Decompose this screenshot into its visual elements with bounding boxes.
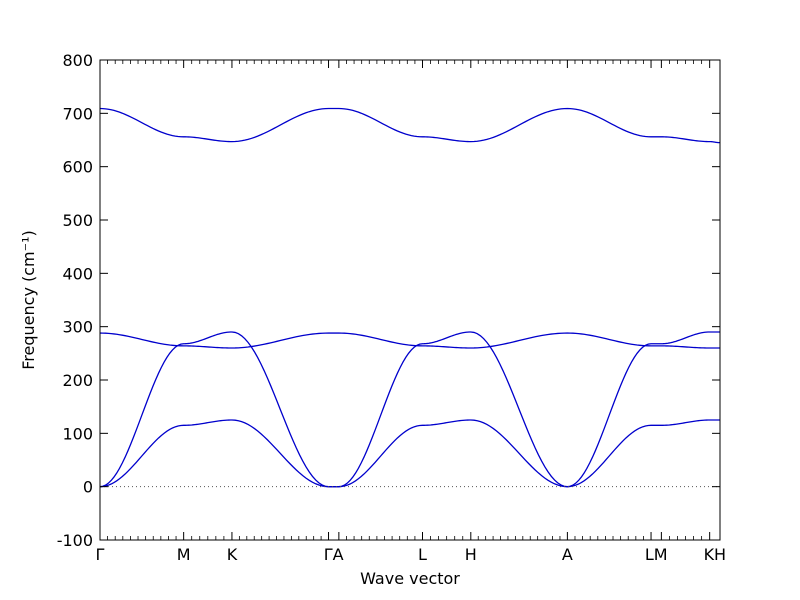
x-tick-label: A — [562, 545, 573, 564]
y-tick-label: 300 — [62, 318, 93, 337]
plot-frame — [99, 59, 721, 541]
x-minor-ticks — [107, 60, 703, 540]
y-tick-label: 100 — [62, 424, 93, 443]
y-tick-label: 700 — [62, 104, 93, 123]
band-branch-4 — [99, 107, 721, 144]
x-tick-label: H — [465, 545, 477, 564]
y-axis-label: Frequency (cm⁻¹) — [19, 230, 38, 369]
x-tick-label: Γ — [96, 545, 105, 564]
x-axis-label: Wave vector — [360, 569, 460, 588]
x-tick-label: L — [418, 545, 427, 564]
y-tick-label: 400 — [62, 264, 93, 283]
band-branch-3 — [99, 332, 720, 349]
y-axis-ticks: -100 0 100 200 300 400 500 600 700 800 — [57, 51, 720, 550]
x-tick-label: KH — [704, 545, 727, 564]
x-tick-label: LM — [645, 545, 668, 564]
y-tick-label: 800 — [62, 51, 93, 70]
band-branch-1 — [99, 419, 720, 488]
y-tick-label: 200 — [62, 371, 93, 390]
x-tick-label: M — [177, 545, 191, 564]
band-branch-2 — [99, 331, 720, 488]
x-tick-label: ΓA — [324, 545, 344, 564]
x-tick-label: K — [227, 545, 238, 564]
y-tick-label: 0 — [83, 478, 93, 497]
y-tick-label: -100 — [57, 531, 93, 550]
y-tick-label: 600 — [62, 158, 93, 177]
band-curves — [99, 107, 721, 488]
y-tick-label: 500 — [62, 211, 93, 230]
